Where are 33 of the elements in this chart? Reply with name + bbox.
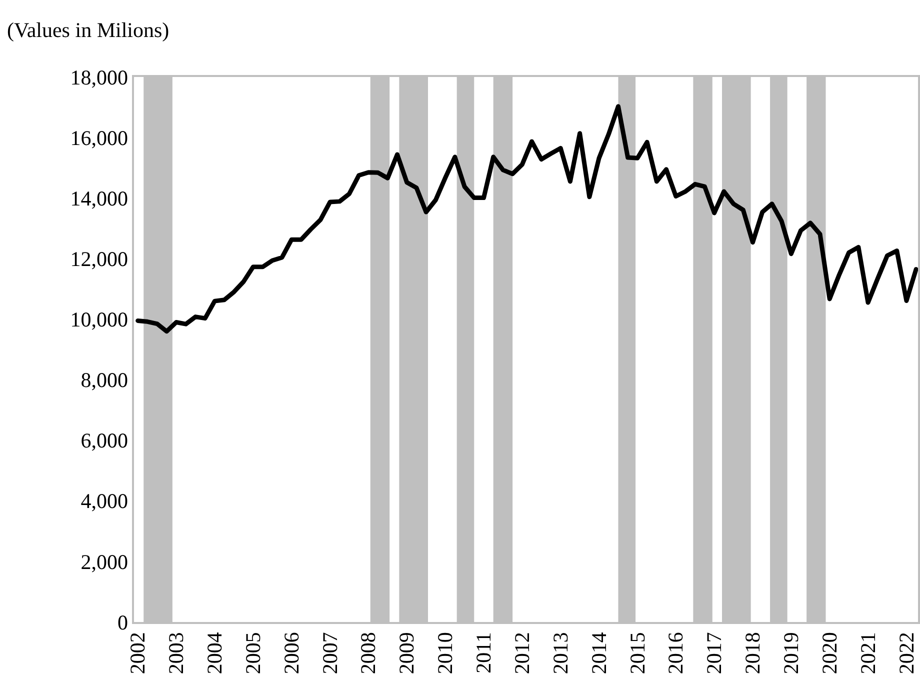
x-tick-label: 2015 <box>625 632 650 674</box>
x-tick-label: 2003 <box>164 632 188 674</box>
y-tick-label: 12,000 <box>70 247 128 272</box>
y-tick-label: 4,000 <box>80 489 128 514</box>
y-tick-label: 0 <box>118 610 128 634</box>
line-series <box>136 104 918 334</box>
x-tick-label: 2014 <box>586 632 611 674</box>
x-tick-label: 2021 <box>856 632 880 674</box>
y-tick-label: 2,000 <box>80 550 128 574</box>
x-tick-label: 2017 <box>702 632 726 674</box>
x-tick-label: 2016 <box>664 632 688 674</box>
x-tick-label: 2018 <box>740 632 765 674</box>
y-tick-label: 10,000 <box>70 308 128 332</box>
x-tick-label: 2022 <box>894 632 918 674</box>
x-tick-label: 2005 <box>240 632 265 674</box>
x-tick-label: 2019 <box>779 632 804 674</box>
x-tick-label: 2020 <box>817 632 842 674</box>
x-tick-label: 2006 <box>279 632 304 674</box>
x-tick-label: 2002 <box>126 632 150 674</box>
y-tick-label: 6,000 <box>80 428 128 453</box>
y-tick-label: 14,000 <box>70 186 128 210</box>
x-tick-label: 2012 <box>510 632 534 674</box>
x-tick-label: 2007 <box>318 632 342 674</box>
y-tick-label: 8,000 <box>80 368 128 392</box>
x-tick-label: 2008 <box>356 632 380 674</box>
x-tick-label: 2013 <box>548 632 572 674</box>
y-axis-title: (Values in Milions) <box>7 18 170 42</box>
x-tick-label: 2011 <box>472 632 496 674</box>
x-tick-label: 2009 <box>394 632 419 674</box>
y-tick-label: 18,000 <box>70 65 128 90</box>
y-tick-label: 16,000 <box>70 126 128 150</box>
x-tick-label: 2010 <box>433 632 458 674</box>
x-tick-label: 2004 <box>202 632 227 674</box>
